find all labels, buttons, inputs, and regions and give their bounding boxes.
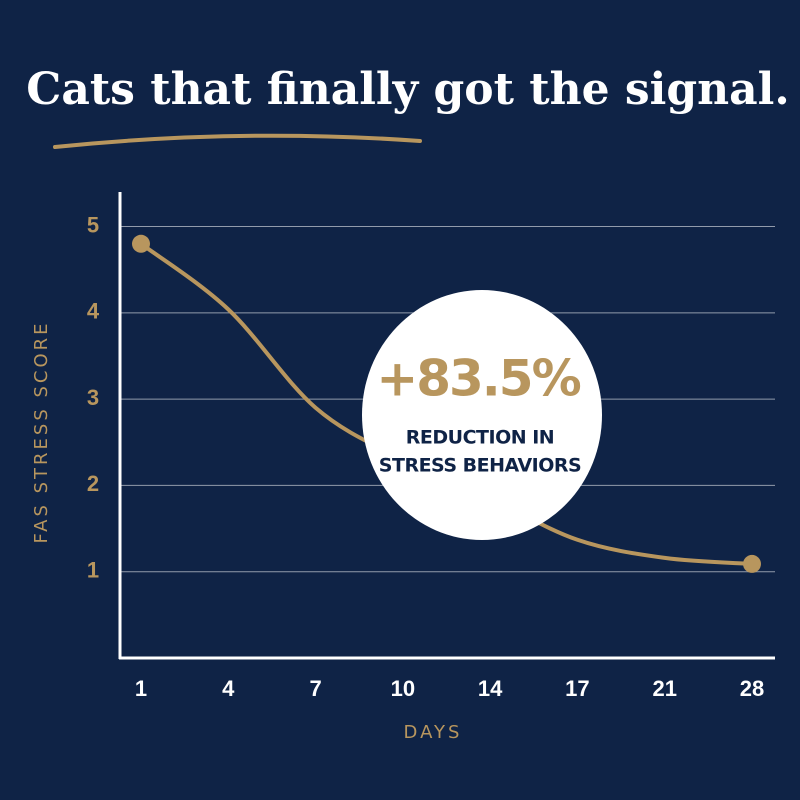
callout: +83.5% REDUCTION IN STRESS BEHAVIORS	[362, 290, 602, 540]
end-point	[743, 554, 761, 573]
y-tick-label: 2	[87, 471, 99, 496]
end-point	[132, 234, 150, 253]
x-tick-label: 21	[652, 676, 676, 701]
callout-text: STRESS BEHAVIORS	[379, 455, 581, 477]
chart-title: Cats that finally got the signal.	[26, 64, 789, 115]
x-tick-label: 14	[478, 676, 503, 701]
x-tick-label: 17	[565, 676, 589, 701]
x-tick-label: 4	[222, 676, 235, 701]
y-tick-label: 5	[87, 212, 99, 237]
y-tick-label: 4	[87, 299, 100, 324]
callout-circle	[362, 290, 602, 540]
callout-text: REDUCTION IN	[406, 427, 554, 449]
y-axis-label: FAS STRESS SCORE	[31, 320, 52, 543]
callout-headline: +83.5%	[376, 350, 580, 408]
x-tick-label: 1	[135, 676, 147, 701]
x-tick-label: 28	[740, 676, 764, 701]
x-axis-label: DAYS	[404, 722, 463, 743]
y-tick-label: 3	[87, 385, 99, 410]
x-tick-label: 10	[391, 676, 415, 701]
y-tick-label: 1	[87, 558, 99, 583]
x-tick-label: 7	[309, 676, 321, 701]
title-underline	[53, 133, 422, 149]
